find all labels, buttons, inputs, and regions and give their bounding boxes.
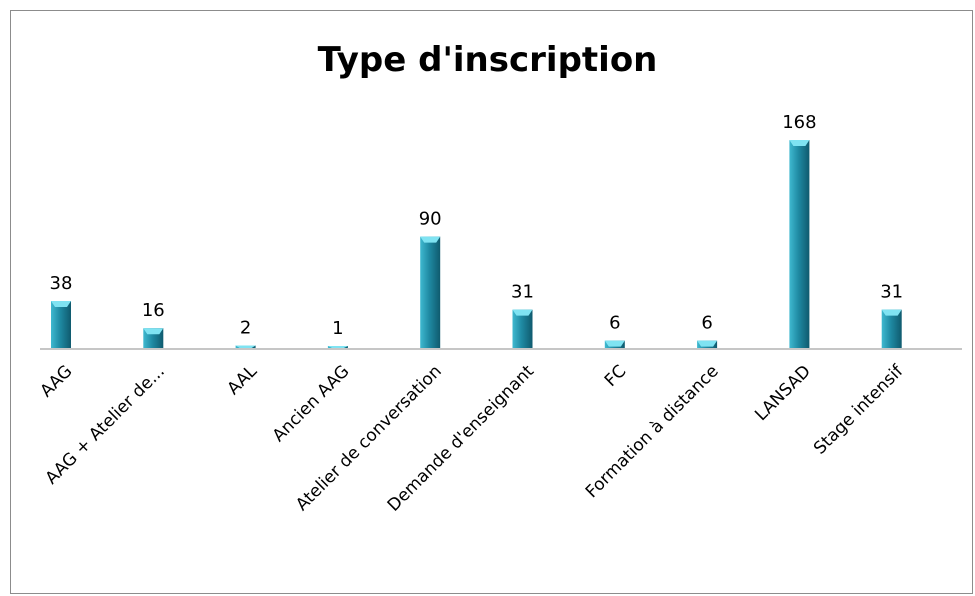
- bar-top-highlight: [235, 345, 256, 348]
- data-label: 31: [880, 282, 903, 303]
- data-label: 6: [701, 313, 712, 334]
- data-label: 38: [50, 273, 73, 294]
- data-label: 1: [332, 318, 343, 339]
- category-label: AAG: [37, 361, 77, 401]
- bar-top-highlight: [881, 309, 902, 316]
- data-label: 90: [419, 209, 442, 230]
- bar: [789, 140, 810, 348]
- category-label: Ancien AAG: [269, 361, 354, 446]
- bar: [512, 309, 533, 348]
- category-label: LANSAD: [751, 361, 815, 425]
- data-label: 2: [240, 318, 251, 339]
- category-label: AAL: [224, 361, 262, 399]
- data-label: 16: [142, 300, 165, 321]
- bar: [420, 236, 441, 348]
- bar-top-highlight: [789, 140, 810, 146]
- bar: [51, 301, 71, 348]
- chart-title: Type d'inscription: [317, 40, 658, 80]
- bar-top-highlight: [512, 309, 533, 316]
- bar-top-highlight: [143, 328, 164, 335]
- bar-top-highlight: [697, 340, 718, 347]
- chart-frame: [10, 10, 973, 594]
- data-label: 6: [609, 313, 620, 334]
- bars: [51, 140, 902, 348]
- data-labels: 38 16 2 1 90 31 6 6 168 31: [50, 112, 904, 339]
- category-label: Formation à distance: [582, 361, 723, 502]
- bar: [881, 309, 902, 348]
- category-label: FC: [601, 361, 630, 390]
- bar-top-highlight: [327, 346, 348, 348]
- category-label: Stage intensif: [810, 361, 908, 459]
- data-label: 31: [511, 282, 534, 303]
- data-label: 168: [782, 112, 816, 133]
- bar-top-highlight: [420, 236, 441, 243]
- bar-top-highlight: [604, 340, 625, 347]
- bar-top-highlight: [51, 300, 71, 307]
- category-label: Demande d'enseignant: [384, 361, 538, 515]
